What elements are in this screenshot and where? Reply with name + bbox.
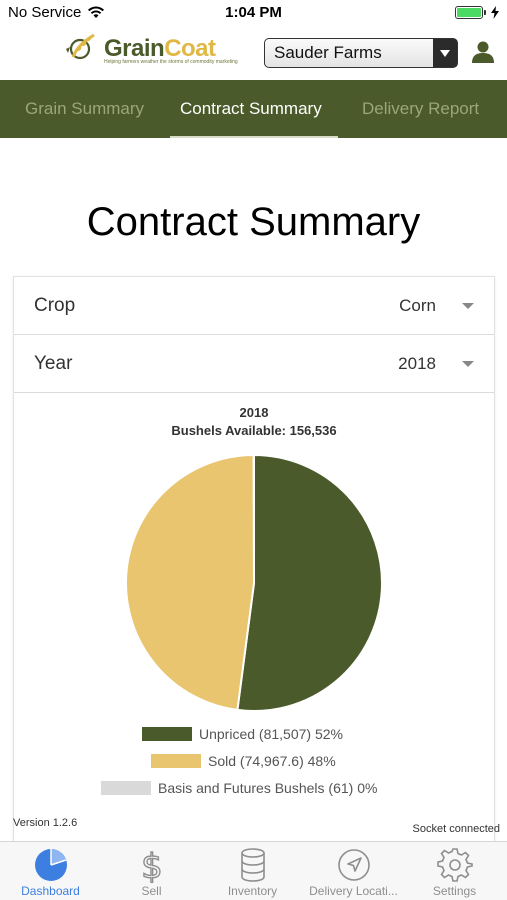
status-left: No Service bbox=[8, 4, 105, 21]
nav-label-dashboard: Dashboard bbox=[21, 884, 80, 898]
year-select[interactable]: Year 2018 bbox=[14, 335, 494, 393]
year-value: 2018 bbox=[398, 354, 436, 373]
contract-summary-card: Crop Corn Year 2018 2018 Bushels Availab… bbox=[13, 276, 495, 842]
logo-text: GrainCoat bbox=[104, 35, 216, 62]
legend-label-sold: Sold (74,967.6) 48% bbox=[208, 753, 336, 769]
legend-item-unpriced[interactable]: Unpriced (81,507) 52% bbox=[142, 726, 343, 742]
farm-select-value: Sauder Farms bbox=[274, 43, 382, 62]
logo-mark-icon bbox=[66, 33, 95, 60]
chevron-down-icon bbox=[433, 39, 457, 67]
year-label: Year bbox=[34, 353, 73, 374]
wifi-icon bbox=[88, 6, 105, 18]
user-icon[interactable] bbox=[470, 39, 496, 65]
legend-swatch-basis-futures bbox=[101, 781, 151, 795]
nav-settings[interactable]: Settings bbox=[404, 842, 505, 900]
nav-label-delivery-locations: Delivery Locati... bbox=[309, 884, 398, 898]
logo-tagline: Helping farmers weather the storms of co… bbox=[104, 59, 238, 65]
nav-label-inventory: Inventory bbox=[227, 884, 278, 898]
crop-value: Corn bbox=[399, 296, 436, 315]
active-tab-indicator bbox=[170, 136, 338, 138]
socket-status: Socket connected bbox=[412, 823, 500, 835]
nav-inventory[interactable]: Inventory bbox=[202, 842, 303, 900]
bottom-nav: Dashboard $ Sell Inventory Delivery Loca… bbox=[0, 841, 507, 900]
chart-subtitle: Bushels Available: 156,536 bbox=[171, 423, 337, 438]
tab-delivery-report[interactable]: Delivery Report bbox=[362, 99, 480, 118]
nav-delivery-locations[interactable]: Delivery Locati... bbox=[303, 842, 404, 900]
carrier-text: No Service bbox=[8, 4, 82, 21]
battery-icon bbox=[455, 6, 486, 19]
nav-label-sell: Sell bbox=[141, 884, 162, 898]
graincoat-logo[interactable]: GrainCoat Helping farmers weather the st… bbox=[62, 26, 238, 72]
gear-icon bbox=[437, 848, 473, 882]
legend-item-basis-futures[interactable]: Basis and Futures Bushels (61) 0% bbox=[101, 780, 377, 796]
legend-swatch-unpriced bbox=[142, 727, 192, 741]
svg-text:$: $ bbox=[141, 847, 163, 883]
nav-sell[interactable]: $ Sell bbox=[101, 842, 202, 900]
legend-label-unpriced: Unpriced (81,507) 52% bbox=[199, 726, 343, 742]
legend-label-basis-futures: Basis and Futures Bushels (61) 0% bbox=[158, 780, 378, 796]
legend-swatch-sold bbox=[151, 754, 201, 768]
grain-bin-icon bbox=[241, 848, 265, 882]
pie-slice-sold[interactable] bbox=[125, 453, 256, 712]
chart-title: 2018 bbox=[239, 405, 269, 420]
farm-select[interactable]: Sauder Farms bbox=[264, 38, 458, 68]
navigation-arrow-icon bbox=[338, 849, 370, 881]
caret-down-icon bbox=[462, 361, 474, 367]
tab-contract-summary[interactable]: Contract Summary bbox=[180, 99, 322, 118]
status-bar: No Service 1:04 PM bbox=[0, 0, 507, 26]
tab-bar: Grain Summary Contract Summary Delivery … bbox=[0, 80, 507, 138]
pie-slice-unpriced[interactable] bbox=[236, 453, 383, 712]
app-header: GrainCoat Helping farmers weather the st… bbox=[0, 26, 507, 80]
tab-grain-summary[interactable]: Grain Summary bbox=[25, 99, 145, 118]
page-title: Contract Summary bbox=[86, 200, 421, 244]
pie-chart bbox=[125, 453, 383, 712]
charging-bolt-icon bbox=[491, 6, 499, 19]
status-time: 1:04 PM bbox=[225, 4, 282, 21]
dashboard-icon bbox=[35, 849, 67, 881]
nav-dashboard[interactable]: Dashboard bbox=[0, 842, 101, 900]
crop-select[interactable]: Crop Corn bbox=[14, 277, 494, 335]
dollar-icon: $ bbox=[140, 847, 163, 883]
nav-label-settings: Settings bbox=[432, 884, 477, 898]
version-text: Version 1.2.6 bbox=[13, 817, 78, 829]
crop-label: Crop bbox=[34, 295, 76, 316]
status-right bbox=[455, 6, 499, 19]
caret-down-icon bbox=[462, 303, 474, 309]
legend-item-sold[interactable]: Sold (74,967.6) 48% bbox=[151, 753, 336, 769]
